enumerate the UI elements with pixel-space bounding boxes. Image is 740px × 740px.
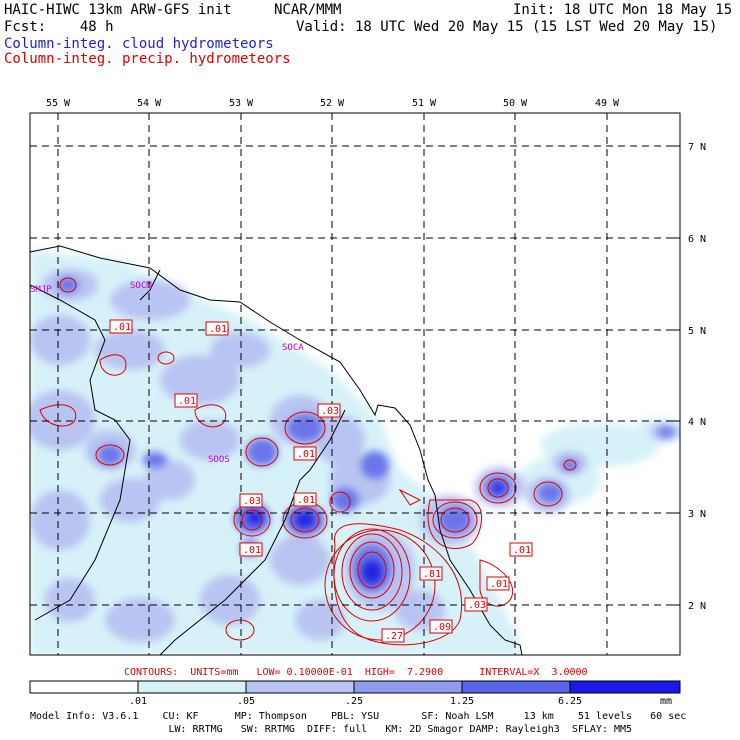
lat-label: 2 N [688, 601, 706, 612]
lat-label: 4 N [688, 417, 706, 428]
lat-lon-grid [30, 113, 680, 655]
lon-label: 54 W [137, 98, 162, 109]
model-info-line2: LW: RRTMG SW: RRTMG DIFF: full KM: 2D Sm… [30, 724, 633, 735]
contour-label: .01 [209, 324, 227, 335]
lat-label: 3 N [688, 509, 706, 520]
contour-label: .01 [513, 545, 531, 556]
lat-label: 6 N [688, 234, 706, 245]
lat-label: 7 N [688, 142, 706, 153]
field-precip-label: Column-integ. precip. hydrometeors [4, 51, 291, 67]
colorbar-units: mm [660, 696, 672, 707]
colorbar-tick: .05 [237, 696, 255, 707]
org-label: NCAR/MMM [274, 2, 342, 18]
contour-info: CONTOURS: UNITS=mm LOW= 0.10000E-01 HIGH… [124, 667, 588, 678]
colorbar-tick: 6.25 [558, 696, 582, 707]
contour-value-labels: .01 .01 .01 .03 .01 .03 .01 .01 .01 .81 … [109, 319, 533, 643]
contour-label: .81 [423, 569, 441, 580]
colorbar [29, 680, 681, 694]
precip-contours [39, 277, 577, 646]
contour-label: .03 [243, 496, 261, 507]
contour-label: .27 [385, 631, 403, 642]
colorbar-tick: .01 [129, 696, 147, 707]
map-frame [29, 112, 681, 656]
tick-marks [57, 113, 680, 606]
colorbar-tick: .25 [345, 696, 363, 707]
lon-label: 53 W [229, 98, 254, 109]
station-label: SOCA [282, 343, 304, 353]
title-left: HAIC-HIWC 13km ARW-GFS init [4, 2, 232, 18]
station-label: SMJP [30, 285, 52, 295]
lon-label: 55 W [46, 98, 71, 109]
contour-label: .01 [297, 495, 315, 506]
contour-label: .03 [468, 600, 486, 611]
contour-label: .09 [433, 622, 451, 633]
contour-label: .01 [490, 579, 508, 590]
contour-label: .01 [113, 322, 131, 333]
contour-label: .01 [297, 449, 315, 460]
valid-time: Valid: 18 UTC Wed 20 May 15 (15 LST Wed … [296, 19, 718, 35]
colorbar-tick: 1.25 [450, 696, 474, 707]
lon-label: 51 W [412, 98, 437, 109]
lon-label: 52 W [320, 98, 345, 109]
lat-label: 5 N [688, 326, 706, 337]
forecast-hour: Fcst: 48 h [4, 19, 114, 35]
station-label: SOOS [208, 455, 230, 465]
lon-label: 49 W [595, 98, 620, 109]
contour-label: .03 [321, 406, 339, 417]
model-info-line1: Model Info: V3.6.1 CU: KF MP: Thompson P… [30, 711, 687, 722]
contour-label: .01 [178, 396, 196, 407]
init-time: Init: 18 UTC Mon 18 May 15 [513, 2, 733, 18]
field-cloud-label: Column-integ. cloud hydrometeors [4, 36, 274, 52]
station-label: SOCM [130, 281, 152, 291]
contour-label: .01 [243, 545, 261, 556]
lon-label: 50 W [503, 98, 528, 109]
